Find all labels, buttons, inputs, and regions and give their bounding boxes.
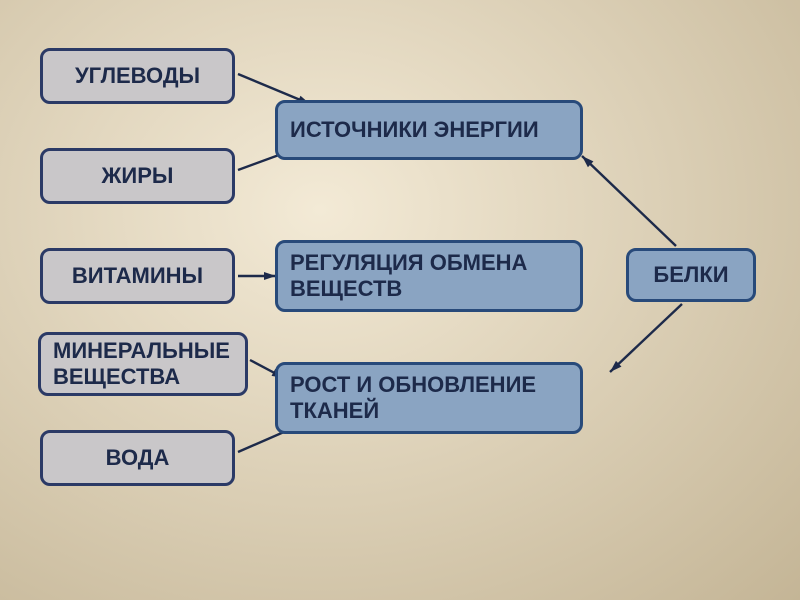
- node-minerals: МИНЕРАЛЬНЫЕ ВЕЩЕСТВА: [38, 332, 248, 396]
- arrow-head-5: [582, 156, 593, 167]
- node-regul: РЕГУЛЯЦИЯ ОБМЕНА ВЕЩЕСТВ: [275, 240, 583, 312]
- node-carbs: УГЛЕВОДЫ: [40, 48, 235, 104]
- arrow-line-5: [582, 156, 676, 246]
- node-vitamins: ВИТАМИНЫ: [40, 248, 235, 304]
- node-energy: ИСТОЧНИКИ ЭНЕРГИИ: [275, 100, 583, 160]
- diagram-canvas: УГЛЕВОДЫ ЖИРЫ ВИТАМИНЫ МИНЕРАЛЬНЫЕ ВЕЩЕСТВА…: [0, 0, 800, 600]
- node-growth: РОСТ И ОБНОВЛЕНИЕ ТКАНЕЙ: [275, 362, 583, 434]
- arrow-line-6: [610, 304, 682, 372]
- node-proteins: БЕЛКИ: [626, 248, 756, 302]
- arrow-head-6: [610, 361, 621, 372]
- node-fats: ЖИРЫ: [40, 148, 235, 204]
- node-water: ВОДА: [40, 430, 235, 486]
